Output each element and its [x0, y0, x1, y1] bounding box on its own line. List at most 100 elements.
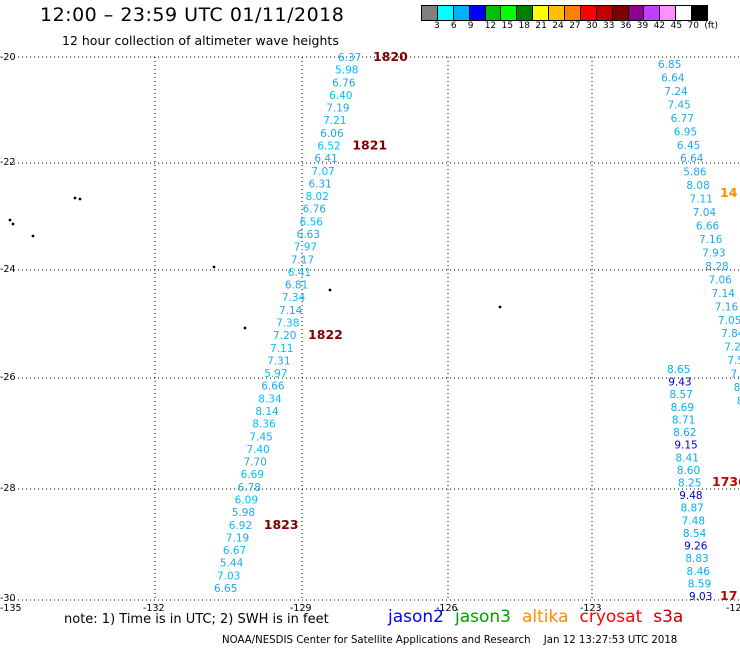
wave-height-value: 6.67: [223, 545, 246, 557]
legend-label: 6: [450, 21, 457, 31]
wave-height-value: 5.44: [220, 558, 244, 570]
wave-height-value: 8.46: [687, 566, 711, 578]
wave-height-value: 7.14: [712, 288, 736, 300]
longitude-label: -123: [580, 603, 602, 614]
wave-height-value: 7.97: [294, 242, 317, 254]
satellite-altika: altika: [522, 607, 569, 627]
wave-height-value: 6.09: [235, 495, 258, 507]
wave-height-value: 8.28: [705, 261, 728, 273]
wave-height-value: 7.45: [667, 99, 690, 111]
legend-label: 30: [586, 21, 598, 31]
legend-label: 12: [484, 21, 497, 31]
wave-height-value: 6.40: [329, 90, 352, 102]
time-label: 14: [720, 185, 738, 200]
wave-height-value: 5.97: [264, 368, 287, 380]
island-mark: [78, 197, 82, 201]
legend-label: 21: [535, 21, 547, 31]
latitude-label: -22: [0, 157, 16, 168]
wave-height-value: 8.87: [680, 503, 703, 515]
color-scale-labels: 3 6 9 12 15 18 21 24 27 30 33 36 39 42 45 70 (ft): [421, 21, 740, 35]
wave-height-value: 7.70: [244, 457, 267, 469]
wave-height-value: 9.03: [689, 591, 712, 603]
time-label: 1823: [264, 517, 299, 532]
wave-height-value: 7.45: [249, 431, 272, 443]
timestamp-text: Jan 12 13:27:53 UTC 2018: [543, 635, 678, 646]
legend-label: 18: [518, 21, 530, 31]
satellite-jason3: jason3: [455, 607, 511, 627]
wave-height-value: 8.65: [667, 364, 690, 376]
wave-height-value: 7.04: [693, 207, 717, 219]
time-label: 1736: [712, 474, 740, 489]
wave-height-value: 5.98: [335, 65, 358, 77]
latitude-label: -26: [0, 372, 16, 383]
legend-label: 33: [603, 21, 615, 31]
island-mark: [8, 218, 12, 222]
island-mark: [11, 222, 15, 226]
wave-height-value: 7.31: [267, 355, 290, 367]
longitude-label: -129: [290, 603, 312, 614]
wave-height-value: 7.20: [273, 330, 296, 342]
wave-height-value: 7.16: [699, 234, 723, 246]
wave-height-value: 7.48: [682, 515, 705, 527]
wave-height-value: 8.59: [688, 578, 711, 590]
wave-height-value: 7.19: [226, 532, 249, 544]
wave-height-value: 6.56: [300, 216, 324, 228]
legend-label: 42: [653, 21, 666, 31]
satellite-cryosat: cryosat: [579, 607, 643, 627]
wave-height-value: 6.69: [241, 469, 264, 481]
wave-height-value: 6.64: [680, 153, 704, 165]
wave-height-value: 8.25: [678, 478, 701, 490]
credit-text: NOAA/NESDIS Center for Satellite Applica…: [222, 635, 531, 646]
wave-height-value: 7.93: [702, 247, 725, 259]
wave-height-value: 8.60: [677, 465, 700, 477]
wave-height-value: 6.31: [308, 178, 331, 190]
wave-height-value: 8.36: [252, 419, 276, 431]
latitude-label: -28: [0, 483, 16, 494]
island-mark: [31, 234, 35, 238]
wave-height-value: 5.86: [683, 167, 707, 179]
footnote: note: 1) Time is in UTC; 2) SWH is in fe…: [64, 612, 329, 627]
satellite-jason2: jason2: [388, 607, 444, 627]
wave-height-value: 7.40: [246, 444, 269, 456]
time-label: 1820: [373, 49, 408, 64]
wave-height-value: 6.66: [261, 381, 285, 393]
wave-height-value: 6.76: [303, 204, 327, 216]
legend-label: 15: [501, 21, 514, 31]
wave-height-value: 7.22: [724, 342, 740, 354]
island-mark: [73, 196, 77, 200]
longitude-label: -126: [436, 603, 458, 614]
time-label: 1822: [308, 327, 343, 342]
legend-label: 45: [670, 21, 683, 31]
wave-height-value: 8.62: [673, 427, 696, 439]
wave-height-value: 7.03: [217, 570, 240, 582]
wave-height-value: 8: [737, 396, 740, 408]
wave-height-value: 7.38: [276, 318, 299, 330]
wave-height-value: 7.24: [664, 86, 688, 98]
wave-height-value: 8.83: [685, 553, 708, 565]
wave-height-value: 7.11: [270, 343, 293, 355]
wave-height-value: 7.84: [721, 328, 740, 340]
wave-height-value: 8.54: [683, 528, 707, 540]
wave-height-value: 6.81: [285, 280, 308, 292]
wave-height-value: 6.37: [338, 52, 361, 64]
wave-height-value: 6.78: [238, 482, 261, 494]
wave-height-value: 6.65: [214, 583, 237, 595]
wave-height-value: 6.92: [229, 520, 252, 532]
wave-height-value: 6.45: [677, 140, 700, 152]
wave-height-value: 6.64: [661, 72, 685, 84]
wave-height-value: 6.85: [658, 59, 681, 71]
legend-label: 27: [569, 21, 581, 31]
longitude-label: -132: [143, 603, 165, 614]
wave-height-value: 8.71: [672, 414, 695, 426]
wave-height-value: 7.11: [690, 194, 713, 206]
wave-height-value: 5.98: [232, 507, 255, 519]
wave-height-value: 7.06: [708, 274, 732, 286]
wave-height-value: 6.95: [674, 126, 697, 138]
longitude-label: -124: [726, 603, 740, 614]
credit-line: NOAA/NESDIS Center for Satellite Applica…: [222, 635, 687, 646]
wave-height-value: 7.19: [326, 103, 349, 115]
wave-height-value: 8.57: [669, 389, 692, 401]
legend-label: 24: [552, 21, 564, 31]
